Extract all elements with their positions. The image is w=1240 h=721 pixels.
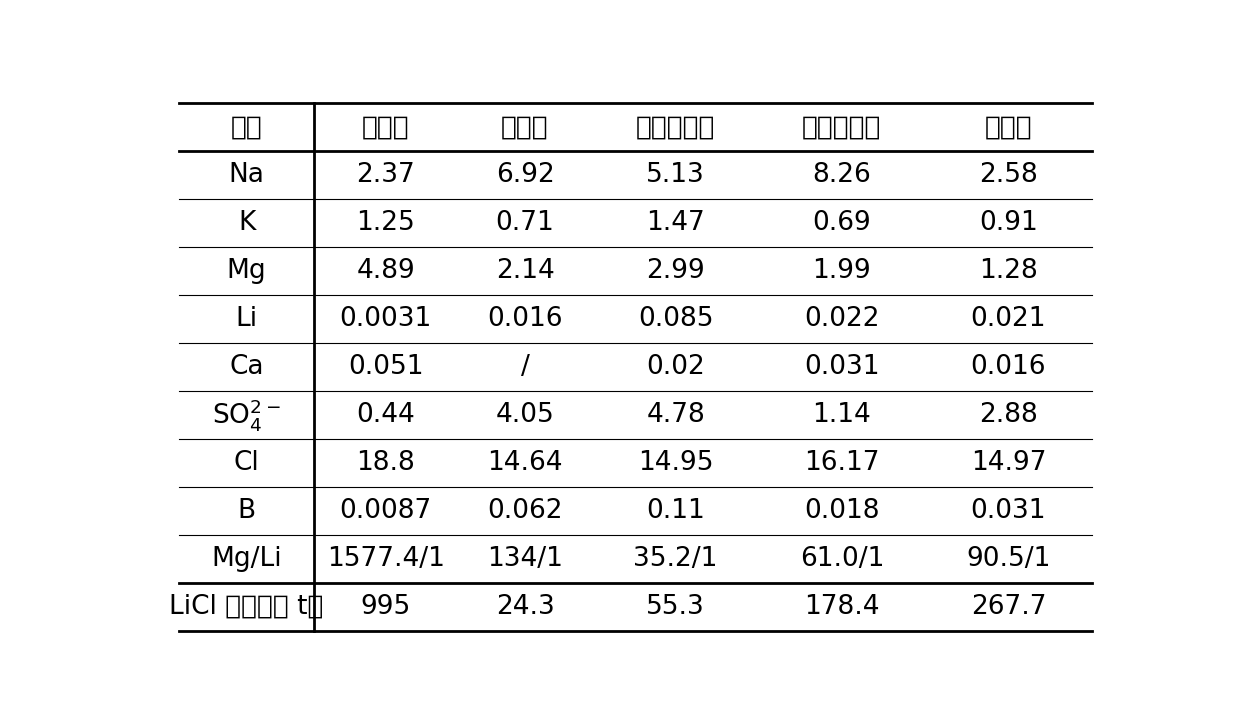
Text: 0.11: 0.11 xyxy=(646,497,706,523)
Text: 0.021: 0.021 xyxy=(971,306,1047,332)
Text: LiCl 储量（万 t）: LiCl 储量（万 t） xyxy=(170,593,324,619)
Text: 1.25: 1.25 xyxy=(356,210,415,236)
Text: 14.64: 14.64 xyxy=(487,450,563,476)
Text: 267.7: 267.7 xyxy=(971,593,1047,619)
Text: K: K xyxy=(238,210,255,236)
Text: Mg: Mg xyxy=(227,258,267,284)
Text: 6.92: 6.92 xyxy=(496,162,554,188)
Text: 2.99: 2.99 xyxy=(646,258,706,284)
Text: 1577.4/1: 1577.4/1 xyxy=(327,546,445,572)
Text: 0.0087: 0.0087 xyxy=(340,497,432,523)
Text: 2.14: 2.14 xyxy=(496,258,554,284)
Text: 61.0/1: 61.0/1 xyxy=(800,546,884,572)
Text: 134/1: 134/1 xyxy=(487,546,563,572)
Text: 1.47: 1.47 xyxy=(646,210,706,236)
Text: 4.89: 4.89 xyxy=(356,258,415,284)
Text: 1.99: 1.99 xyxy=(812,258,872,284)
Text: 0.031: 0.031 xyxy=(971,497,1047,523)
Text: 察尔汗: 察尔汗 xyxy=(362,114,409,140)
Text: 178.4: 178.4 xyxy=(804,593,879,619)
Text: 18.8: 18.8 xyxy=(356,450,415,476)
Text: 14.97: 14.97 xyxy=(971,450,1047,476)
Text: Na: Na xyxy=(228,162,264,188)
Text: Cl: Cl xyxy=(233,450,259,476)
Text: 5.13: 5.13 xyxy=(646,162,706,188)
Text: 90.5/1: 90.5/1 xyxy=(966,546,1050,572)
Text: 4.78: 4.78 xyxy=(646,402,706,428)
Text: 0.085: 0.085 xyxy=(637,306,713,332)
Text: 0.031: 0.031 xyxy=(804,354,879,380)
Text: 14.95: 14.95 xyxy=(637,450,713,476)
Text: 组分: 组分 xyxy=(231,114,263,140)
Text: 1.14: 1.14 xyxy=(812,402,872,428)
Text: 0.016: 0.016 xyxy=(971,354,1047,380)
Text: 西台吉乃尔: 西台吉乃尔 xyxy=(802,114,882,140)
Text: 35.2/1: 35.2/1 xyxy=(634,546,718,572)
Text: 大柴旦: 大柴旦 xyxy=(501,114,549,140)
Text: 24.3: 24.3 xyxy=(496,593,554,619)
Text: Li: Li xyxy=(236,306,258,332)
Text: 55.3: 55.3 xyxy=(646,593,706,619)
Text: 0.69: 0.69 xyxy=(812,210,872,236)
Text: 0.022: 0.022 xyxy=(804,306,879,332)
Text: 0.91: 0.91 xyxy=(980,210,1038,236)
Text: 0.018: 0.018 xyxy=(804,497,879,523)
Text: 4.05: 4.05 xyxy=(496,402,554,428)
Text: 0.02: 0.02 xyxy=(646,354,706,380)
Text: 0.71: 0.71 xyxy=(496,210,554,236)
Text: 16.17: 16.17 xyxy=(804,450,879,476)
Text: 995: 995 xyxy=(361,593,410,619)
Text: B: B xyxy=(238,497,255,523)
Text: 1.28: 1.28 xyxy=(980,258,1038,284)
Text: 2.88: 2.88 xyxy=(980,402,1038,428)
Text: SO$_4^{2-}$: SO$_4^{2-}$ xyxy=(212,397,281,433)
Text: Mg/Li: Mg/Li xyxy=(211,546,281,572)
Text: 2.37: 2.37 xyxy=(356,162,415,188)
Text: 8.26: 8.26 xyxy=(812,162,872,188)
Text: 0.051: 0.051 xyxy=(348,354,424,380)
Text: Ca: Ca xyxy=(229,354,264,380)
Text: 0.0031: 0.0031 xyxy=(340,306,432,332)
Text: 一里坪: 一里坪 xyxy=(985,114,1032,140)
Text: 0.062: 0.062 xyxy=(487,497,563,523)
Text: 0.016: 0.016 xyxy=(487,306,563,332)
Text: 2.58: 2.58 xyxy=(980,162,1038,188)
Text: 0.44: 0.44 xyxy=(356,402,415,428)
Text: /: / xyxy=(521,354,529,380)
Text: 东台吉乃尔: 东台吉乃尔 xyxy=(636,114,715,140)
